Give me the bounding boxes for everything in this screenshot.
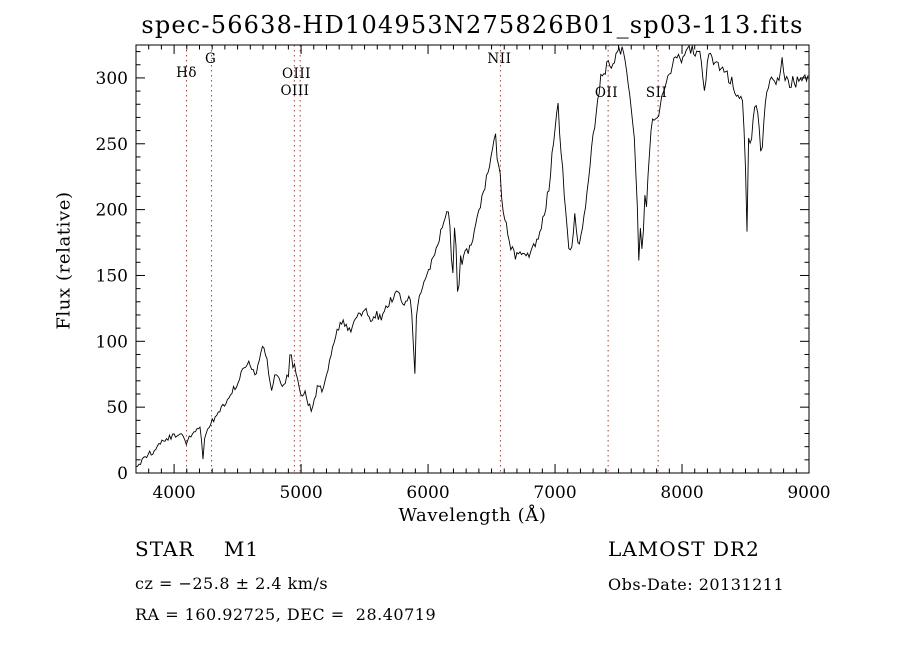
spectral-line-label: SII bbox=[646, 85, 667, 101]
x-tick-label: 8000 bbox=[660, 483, 703, 503]
ra-dec-coords: RA = 160.92725, DEC = 28.40719 bbox=[135, 605, 437, 624]
spectral-line-label: OII bbox=[595, 85, 618, 101]
y-tick-label: 200 bbox=[96, 201, 128, 221]
spectral-line-label: G bbox=[205, 51, 216, 67]
y-axis-label: Flux (relative) bbox=[53, 191, 75, 330]
x-axis-label: Wavelength (Å) bbox=[398, 505, 547, 526]
x-tick-label: 5000 bbox=[279, 483, 322, 503]
x-tick-label: 9000 bbox=[787, 483, 830, 503]
y-tick-label: 150 bbox=[96, 266, 128, 286]
spectral-line-label: Hδ bbox=[176, 65, 197, 81]
y-tick-label: 50 bbox=[106, 398, 128, 418]
x-tick-label: 7000 bbox=[533, 483, 576, 503]
spectral-line-label: NII bbox=[487, 51, 511, 67]
y-tick-label: 0 bbox=[117, 464, 128, 484]
spectral-line-label: OIII bbox=[280, 83, 309, 99]
plot-title: spec-56638-HD104953N275826B01_sp03-113.f… bbox=[141, 11, 804, 39]
y-tick-label: 100 bbox=[96, 332, 128, 352]
spectral-line-label: OIII bbox=[282, 66, 311, 82]
y-tick-label: 300 bbox=[96, 69, 128, 89]
y-tick-label: 250 bbox=[96, 135, 128, 155]
spectrum-path bbox=[135, 44, 809, 467]
plot-frame bbox=[135, 44, 810, 474]
x-tick-label: 4000 bbox=[152, 483, 195, 503]
object-class-label: STAR M1 bbox=[135, 537, 260, 561]
obs-date: Obs-Date: 20131211 bbox=[608, 575, 785, 594]
cz-value: cz = −25.8 ± 2.4 km/s bbox=[135, 574, 329, 593]
x-tick-label: 6000 bbox=[406, 483, 449, 503]
survey-label: LAMOST DR2 bbox=[608, 537, 760, 561]
